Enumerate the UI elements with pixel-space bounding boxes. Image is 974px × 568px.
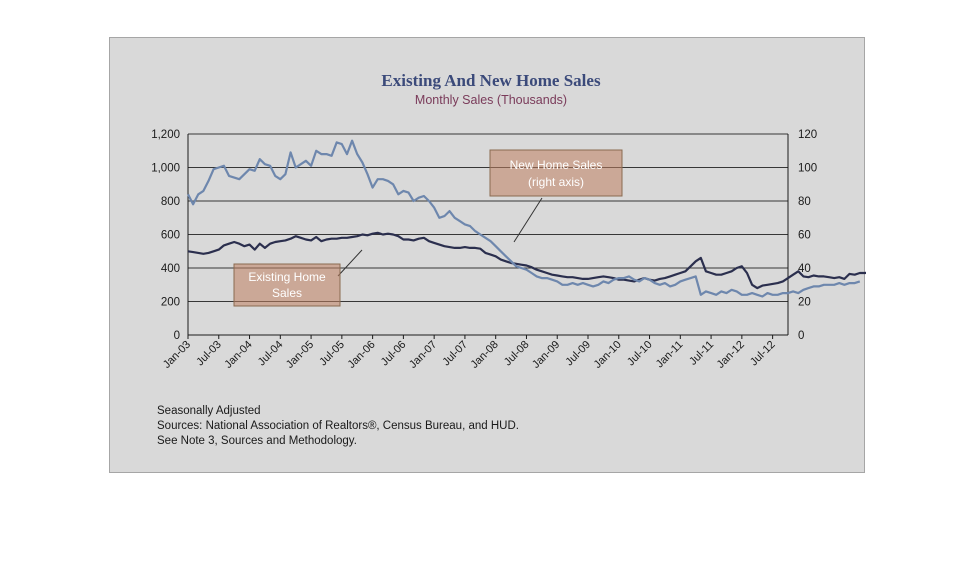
x-tick-label: Jul-09 [563,339,593,369]
x-tick-label: Jul-06 [379,339,409,369]
series-lines [187,139,866,298]
chart-title: Existing And New Home Sales [381,71,601,90]
series-line-existing-home-sales [187,231,866,290]
right-tick-label: 40 [798,263,811,275]
left-tick-label: 400 [161,263,180,275]
new-home-callout-line1: New Home Sales [510,158,603,172]
x-tick-label: Jan-10 [592,339,624,371]
right-tick-label: 60 [798,230,811,242]
x-tick-label: Jan-03 [161,339,193,371]
left-axis-ticks: 0 200 400 600 800 1,000 1,200 [151,129,180,342]
new-home-callout: New Home Sales (right axis) [489,149,623,243]
note-seasonally-adjusted: Seasonally Adjusted [157,405,261,417]
x-tick-label: Jul-07 [440,339,470,369]
home-sales-chart: Existing And New Home Sales Monthly Sale… [151,71,866,447]
right-tick-label: 120 [798,129,817,141]
x-tick-label: Jan-12 [715,339,747,371]
right-tick-label: 100 [798,163,817,175]
x-tick-label: Jul-12 [748,339,778,369]
note-sources: Sources: National Association of Realtor… [157,420,519,432]
existing-home-callout: Existing Home Sales [233,249,363,307]
existing-home-callout-box [233,263,341,307]
left-tick-label: 1,000 [151,163,180,175]
x-tick-label: Jan-06 [345,339,377,371]
note-methodology: See Note 3, Sources and Methodology. [157,435,357,447]
chart-subtitle: Monthly Sales (Thousands) [415,93,567,107]
x-tick-label: Jul-08 [502,339,532,369]
x-tick-label: Jan-05 [284,339,316,371]
left-tick-label: 200 [161,297,180,309]
new-home-callout-line2: (right axis) [528,175,584,189]
series-line-new-home-sales [187,139,861,298]
right-axis-ticks: 0 20 40 60 80 100 120 [798,129,817,342]
left-tick-label: 0 [174,330,180,342]
existing-home-callout-line2: Sales [272,286,302,300]
right-tick-label: 0 [798,330,804,342]
x-tick-label: Jul-10 [625,339,655,369]
new-home-callout-box [489,149,623,197]
x-tick-label: Jul-03 [194,339,224,369]
new-home-callout-arrow [513,197,543,243]
x-tick-label: Jan-11 [654,339,686,371]
right-tick-label: 80 [798,196,811,208]
x-tick-label: Jan-08 [469,339,501,371]
x-tick-label: Jul-11 [687,339,716,368]
existing-home-callout-arrow [337,249,363,277]
chart-frame: Existing And New Home Sales Monthly Sale… [109,37,866,473]
left-tick-label: 800 [161,196,180,208]
x-tick-label: Jan-09 [530,339,562,371]
x-tick-label: Jan-04 [222,339,254,371]
left-tick-label: 1,200 [151,129,180,141]
x-tick-label: Jul-05 [317,339,347,369]
x-tick-label: Jan-07 [407,339,439,371]
left-tick-label: 600 [161,230,180,242]
right-tick-label: 20 [798,297,811,309]
x-tick-label: Jul-04 [256,339,286,369]
existing-home-callout-line1: Existing Home [248,270,326,284]
